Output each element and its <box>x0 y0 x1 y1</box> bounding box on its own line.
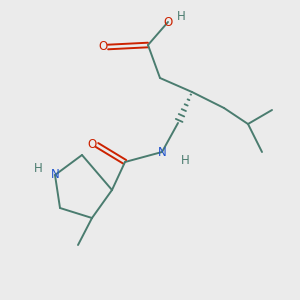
Text: H: H <box>34 161 42 175</box>
Text: H: H <box>177 10 185 22</box>
Text: O: O <box>164 16 172 28</box>
Text: O: O <box>87 139 97 152</box>
Text: N: N <box>158 146 166 158</box>
Text: O: O <box>98 40 108 53</box>
Text: N: N <box>51 169 59 182</box>
Text: H: H <box>181 154 189 166</box>
